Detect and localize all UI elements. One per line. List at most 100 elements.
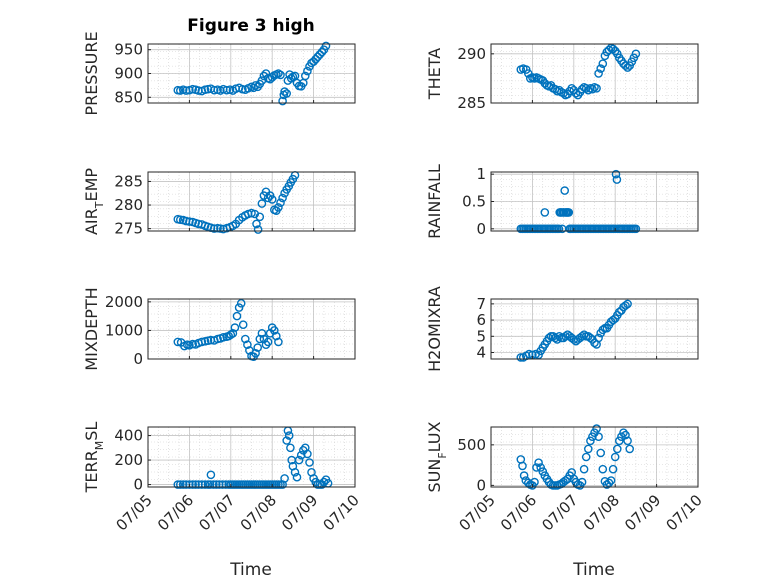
y-axis-label: PRESSURE — [82, 31, 101, 115]
data-point — [544, 333, 554, 343]
y-tick-label: 400 — [114, 427, 143, 445]
data-point — [586, 436, 595, 446]
y-tick-label: 280 — [114, 196, 143, 214]
data-point — [612, 175, 622, 184]
data-point — [555, 331, 564, 341]
x-tick-label: 07/06 — [154, 491, 197, 534]
data-point — [206, 470, 216, 480]
data-point — [567, 84, 577, 93]
x-tick-label: 07/06 — [497, 491, 540, 534]
data-point — [596, 64, 606, 73]
data-point — [625, 444, 635, 454]
data-point — [518, 461, 527, 471]
data-point — [313, 52, 323, 62]
data-point — [238, 320, 248, 330]
data-point — [519, 471, 529, 480]
data-point — [516, 353, 526, 362]
data-point — [561, 476, 570, 485]
data-point — [226, 330, 236, 340]
data-point — [249, 83, 258, 93]
data-point — [276, 70, 285, 80]
data-point — [294, 455, 304, 465]
data-point — [560, 186, 570, 195]
data-point — [234, 303, 244, 312]
data-point — [613, 49, 622, 59]
data-point — [300, 71, 310, 81]
data-point — [290, 467, 300, 477]
data-point — [532, 463, 541, 472]
data-point — [579, 464, 589, 474]
data-point — [267, 195, 277, 204]
y-tick-label: 6 — [476, 311, 486, 329]
data-point — [615, 436, 624, 446]
y-tick-label: 950 — [114, 41, 143, 59]
data-point — [604, 45, 614, 55]
data-point — [598, 325, 608, 335]
data-point — [613, 444, 622, 454]
figure-title: Figure 3 high — [187, 16, 315, 36]
y-tick-label: 1000 — [105, 321, 143, 339]
data-point — [621, 61, 630, 70]
x-tick-label: 07/05 — [456, 491, 499, 534]
data-point — [592, 84, 601, 93]
data-point — [205, 480, 215, 489]
data-point — [209, 85, 219, 95]
data-point — [185, 217, 194, 226]
data-point — [631, 224, 641, 234]
data-point — [586, 333, 595, 343]
data-point — [588, 84, 597, 94]
x-tick-label: 07/07 — [538, 491, 581, 534]
y-axis-label: RAINFALL — [425, 164, 444, 239]
y-tick-label: 0 — [133, 350, 143, 368]
data-point — [577, 84, 587, 94]
data-point — [584, 444, 593, 454]
data-point — [534, 458, 543, 468]
data-point — [594, 432, 603, 442]
data-point — [175, 215, 185, 224]
data-point — [594, 69, 603, 78]
x-tick-label: 07/08 — [237, 491, 280, 534]
subplot-3: 275 280 285 AIRTEMP — [82, 168, 356, 238]
subplot-2: 285 290 THETA — [425, 43, 699, 112]
subplot-1: 850 900 950 PRESSURE — [82, 31, 356, 116]
data-point — [623, 63, 632, 72]
data-point — [538, 467, 548, 476]
data-point — [251, 348, 260, 358]
data-point — [271, 331, 281, 341]
data-point — [252, 219, 261, 229]
data-point — [197, 337, 207, 347]
data-point — [257, 328, 267, 338]
y-tick-label: 850 — [114, 88, 143, 106]
data-point — [263, 337, 273, 347]
data-point — [274, 69, 283, 78]
data-point — [317, 47, 327, 57]
data-point — [232, 311, 242, 321]
y-tick-label: 4 — [476, 344, 486, 362]
y-axis-label: H2OMIXRA — [425, 286, 444, 372]
data-point — [274, 337, 283, 347]
data-point — [581, 452, 591, 462]
axes-box — [490, 426, 699, 488]
x-tick-label: 07/10 — [320, 491, 363, 534]
data-point — [623, 299, 632, 309]
axes-box — [147, 298, 356, 360]
data-point — [197, 480, 207, 489]
y-tick-label: 7 — [476, 295, 486, 313]
data-point — [218, 480, 227, 489]
data-point — [278, 96, 287, 106]
data-point — [592, 424, 601, 433]
data-point — [608, 44, 618, 54]
data-point — [191, 480, 200, 489]
y-tick-label: 290 — [457, 45, 486, 63]
data-point — [621, 301, 630, 310]
data-point — [303, 66, 312, 76]
data-point — [280, 474, 289, 483]
y-tick-label: 200 — [114, 451, 143, 469]
data-point — [175, 480, 185, 489]
data-point — [623, 436, 632, 446]
data-point — [173, 337, 183, 347]
data-point — [540, 208, 550, 217]
data-point — [211, 480, 221, 489]
